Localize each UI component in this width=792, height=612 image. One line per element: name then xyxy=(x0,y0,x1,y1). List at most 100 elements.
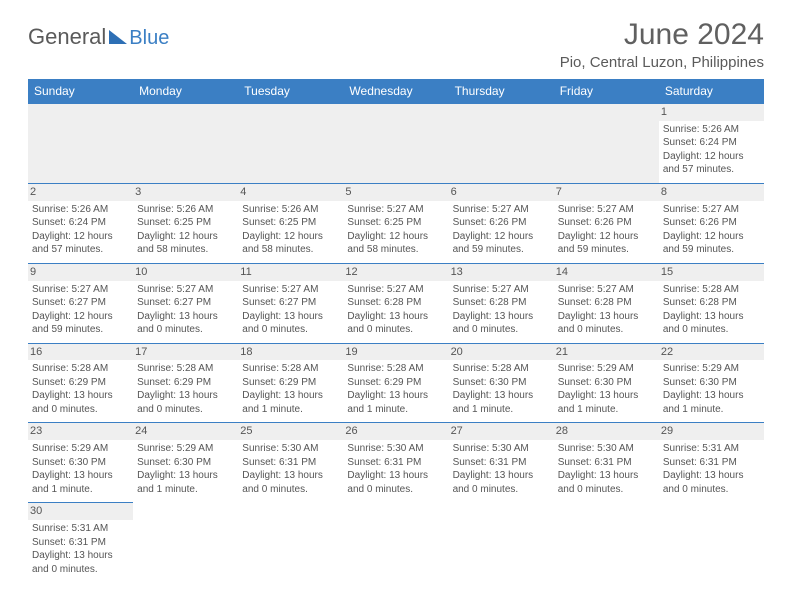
week-row: 1Sunrise: 5:26 AMSunset: 6:24 PMDaylight… xyxy=(28,104,764,184)
sunrise-line: Sunrise: 5:29 AM xyxy=(32,442,129,456)
daylight-line: Daylight: 13 hours and 0 minutes. xyxy=(347,469,444,496)
logo-text-blue: Blue xyxy=(129,27,169,50)
sunset-line: Sunset: 6:31 PM xyxy=(558,456,655,470)
week-row: 30Sunrise: 5:31 AMSunset: 6:31 PMDayligh… xyxy=(28,503,764,582)
day-number: 27 xyxy=(449,423,554,440)
sunset-line: Sunset: 6:27 PM xyxy=(137,296,234,310)
day-cell xyxy=(659,503,764,582)
day-header-friday: Friday xyxy=(554,79,659,104)
sunrise-line: Sunrise: 5:27 AM xyxy=(347,203,444,217)
day-header-monday: Monday xyxy=(133,79,238,104)
daylight-line: Daylight: 12 hours and 58 minutes. xyxy=(242,230,339,257)
sunrise-line: Sunrise: 5:30 AM xyxy=(347,442,444,456)
day-cell: 3Sunrise: 5:26 AMSunset: 6:25 PMDaylight… xyxy=(133,183,238,263)
daylight-line: Daylight: 13 hours and 0 minutes. xyxy=(453,469,550,496)
sunset-line: Sunset: 6:29 PM xyxy=(137,376,234,390)
sunset-line: Sunset: 6:24 PM xyxy=(663,136,760,150)
daylight-line: Daylight: 13 hours and 0 minutes. xyxy=(347,310,444,337)
daylight-line: Daylight: 13 hours and 0 minutes. xyxy=(558,310,655,337)
daylight-line: Daylight: 13 hours and 1 minute. xyxy=(242,389,339,416)
day-cell: 18Sunrise: 5:28 AMSunset: 6:29 PMDayligh… xyxy=(238,343,343,423)
daylight-line: Daylight: 12 hours and 59 minutes. xyxy=(663,230,760,257)
daylight-line: Daylight: 13 hours and 0 minutes. xyxy=(453,310,550,337)
week-row: 2Sunrise: 5:26 AMSunset: 6:24 PMDaylight… xyxy=(28,183,764,263)
sunrise-line: Sunrise: 5:27 AM xyxy=(32,283,129,297)
day-number: 28 xyxy=(554,423,659,440)
day-cell: 30Sunrise: 5:31 AMSunset: 6:31 PMDayligh… xyxy=(28,503,133,582)
sunrise-line: Sunrise: 5:27 AM xyxy=(242,283,339,297)
daylight-line: Daylight: 13 hours and 0 minutes. xyxy=(558,469,655,496)
logo-triangle-icon xyxy=(109,30,127,44)
sunrise-line: Sunrise: 5:30 AM xyxy=(558,442,655,456)
sunrise-line: Sunrise: 5:27 AM xyxy=(347,283,444,297)
day-cell: 8Sunrise: 5:27 AMSunset: 6:26 PMDaylight… xyxy=(659,183,764,263)
sunset-line: Sunset: 6:28 PM xyxy=(453,296,550,310)
day-cell: 1Sunrise: 5:26 AMSunset: 6:24 PMDaylight… xyxy=(659,104,764,184)
sunset-line: Sunset: 6:29 PM xyxy=(32,376,129,390)
sunrise-line: Sunrise: 5:26 AM xyxy=(663,123,760,137)
day-cell: 22Sunrise: 5:29 AMSunset: 6:30 PMDayligh… xyxy=(659,343,764,423)
sunset-line: Sunset: 6:26 PM xyxy=(558,216,655,230)
day-number: 12 xyxy=(343,264,448,281)
day-cell: 12Sunrise: 5:27 AMSunset: 6:28 PMDayligh… xyxy=(343,263,448,343)
daylight-line: Daylight: 13 hours and 1 minute. xyxy=(32,469,129,496)
sunset-line: Sunset: 6:31 PM xyxy=(453,456,550,470)
day-header-row: SundayMondayTuesdayWednesdayThursdayFrid… xyxy=(28,79,764,104)
day-cell: 16Sunrise: 5:28 AMSunset: 6:29 PMDayligh… xyxy=(28,343,133,423)
sunset-line: Sunset: 6:27 PM xyxy=(242,296,339,310)
day-number: 15 xyxy=(659,264,764,281)
daylight-line: Daylight: 12 hours and 59 minutes. xyxy=(453,230,550,257)
sunset-line: Sunset: 6:31 PM xyxy=(242,456,339,470)
week-row: 9Sunrise: 5:27 AMSunset: 6:27 PMDaylight… xyxy=(28,263,764,343)
day-number: 26 xyxy=(343,423,448,440)
day-cell xyxy=(28,104,133,184)
day-cell: 14Sunrise: 5:27 AMSunset: 6:28 PMDayligh… xyxy=(554,263,659,343)
day-number: 10 xyxy=(133,264,238,281)
sunrise-line: Sunrise: 5:31 AM xyxy=(32,522,129,536)
sunset-line: Sunset: 6:30 PM xyxy=(453,376,550,390)
sunrise-line: Sunrise: 5:28 AM xyxy=(242,362,339,376)
daylight-line: Daylight: 13 hours and 0 minutes. xyxy=(137,389,234,416)
day-cell xyxy=(133,503,238,582)
sunrise-line: Sunrise: 5:28 AM xyxy=(347,362,444,376)
day-header-thursday: Thursday xyxy=(449,79,554,104)
day-cell: 4Sunrise: 5:26 AMSunset: 6:25 PMDaylight… xyxy=(238,183,343,263)
day-cell xyxy=(554,503,659,582)
calendar-table: SundayMondayTuesdayWednesdayThursdayFrid… xyxy=(28,79,764,582)
sunset-line: Sunset: 6:31 PM xyxy=(32,536,129,550)
location-subtitle: Pio, Central Luzon, Philippines xyxy=(560,54,764,71)
day-number: 29 xyxy=(659,423,764,440)
day-cell: 28 Sunrise: 5:30 AMSunset: 6:31 PMDayligh… xyxy=(554,423,659,503)
day-cell: 2Sunrise: 5:26 AMSunset: 6:24 PMDaylight… xyxy=(28,183,133,263)
sunrise-line: Sunrise: 5:28 AM xyxy=(453,362,550,376)
day-number: 19 xyxy=(343,344,448,361)
sunrise-line: Sunrise: 5:27 AM xyxy=(558,203,655,217)
sunset-line: Sunset: 6:28 PM xyxy=(663,296,760,310)
day-number: 24 xyxy=(133,423,238,440)
sunrise-line: Sunrise: 5:29 AM xyxy=(137,442,234,456)
day-number: 16 xyxy=(28,344,133,361)
title-block: June 2024 Pio, Central Luzon, Philippine… xyxy=(560,18,764,71)
day-cell xyxy=(238,104,343,184)
header: General Blue June 2024 Pio, Central Luzo… xyxy=(28,18,764,71)
day-cell xyxy=(449,503,554,582)
day-number: 30 xyxy=(28,503,133,520)
sunrise-line: Sunrise: 5:27 AM xyxy=(663,203,760,217)
day-cell xyxy=(133,104,238,184)
day-header-sunday: Sunday xyxy=(28,79,133,104)
daylight-line: Daylight: 13 hours and 0 minutes. xyxy=(32,389,129,416)
sunset-line: Sunset: 6:26 PM xyxy=(453,216,550,230)
day-number: 22 xyxy=(659,344,764,361)
sunrise-line: Sunrise: 5:27 AM xyxy=(558,283,655,297)
day-number: 7 xyxy=(554,184,659,201)
day-cell xyxy=(343,104,448,184)
daylight-line: Daylight: 13 hours and 1 minute. xyxy=(453,389,550,416)
week-row: 23Sunrise: 5:29 AMSunset: 6:30 PMDayligh… xyxy=(28,423,764,503)
sunset-line: Sunset: 6:30 PM xyxy=(137,456,234,470)
day-cell: 5Sunrise: 5:27 AMSunset: 6:25 PMDaylight… xyxy=(343,183,448,263)
day-cell: 10Sunrise: 5:27 AMSunset: 6:27 PMDayligh… xyxy=(133,263,238,343)
sunrise-line: Sunrise: 5:29 AM xyxy=(558,362,655,376)
day-header-wednesday: Wednesday xyxy=(343,79,448,104)
day-cell xyxy=(554,104,659,184)
day-header-saturday: Saturday xyxy=(659,79,764,104)
